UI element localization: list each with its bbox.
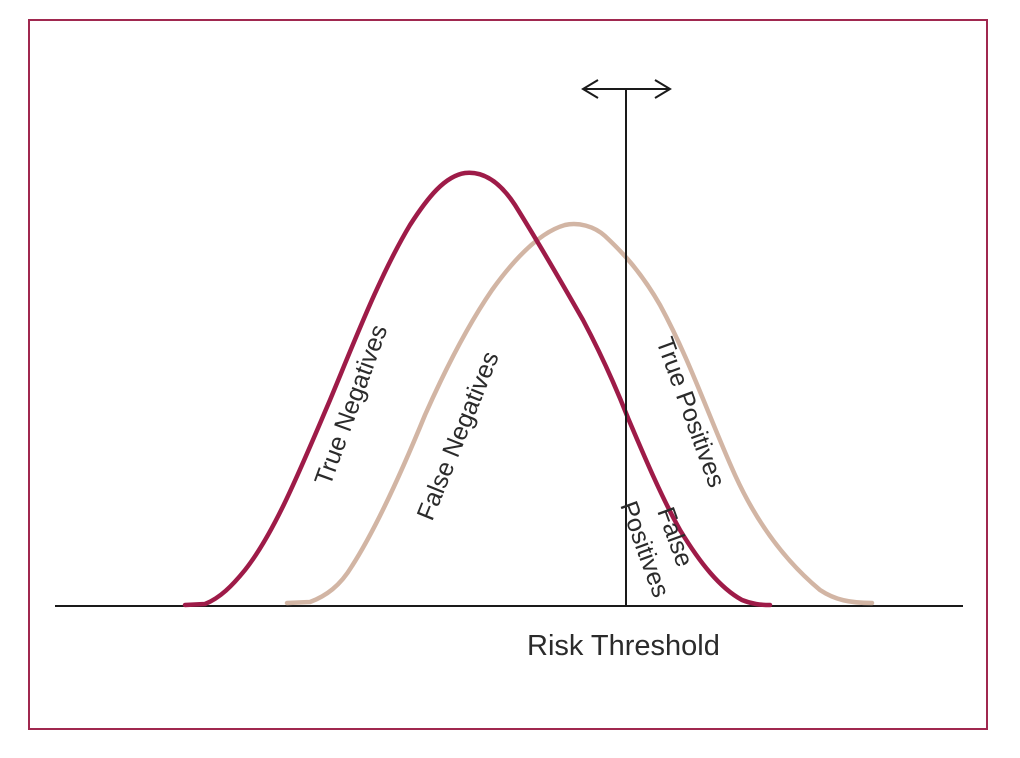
positive-distribution-curve bbox=[284, 221, 875, 606]
label-risk-threshold: Risk Threshold bbox=[527, 630, 720, 662]
label-false-negatives: False Negatives bbox=[412, 348, 505, 525]
threshold-double-arrow-icon[interactable] bbox=[581, 79, 672, 99]
negative-distribution-curve bbox=[182, 170, 773, 608]
label-true-positives: True Positives bbox=[650, 333, 730, 491]
figure-frame bbox=[28, 19, 988, 730]
